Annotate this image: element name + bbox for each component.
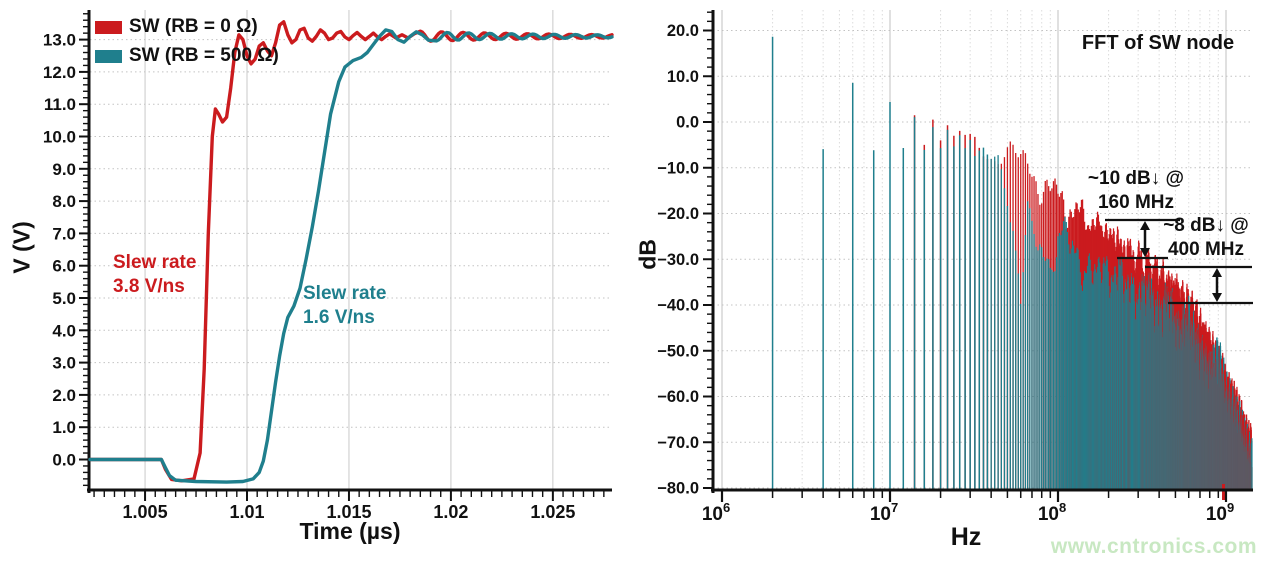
- y-tick-label: 1.0: [52, 418, 76, 437]
- y-tick-label: 0.0: [52, 451, 76, 470]
- hz-tick-label: 106: [702, 500, 730, 525]
- fft-annotation-160mhz: ~10 dB↓ @ 160 MHz: [1080, 167, 1192, 215]
- y-tick-label: 4.0: [52, 321, 76, 340]
- trace-rb500: [88, 28, 614, 484]
- slew-annotation-red: Slew rate 3.8 V/ns: [113, 251, 196, 299]
- y-tick-label: 7.0: [52, 224, 76, 243]
- y-axis-title-db: dB: [634, 239, 661, 270]
- fft-ann1-line1: ~10 dB↓ @: [1087, 168, 1185, 189]
- time-domain-chart: 0.0 1.0 2.0 3.0 4.0 5.0 6.0 7.0 8.0 9.0 10.0 11.0 12…: [43, 10, 614, 522]
- x-tick-label: 1.02: [433, 502, 468, 522]
- db-tick-label: −70.0: [657, 434, 699, 452]
- watermark: www.cntronics.com: [1050, 535, 1257, 558]
- fft-chart: 20.0 10.0 0.0 −10.0 −20.0 −30.0 −40.0 −50.0 −60.…: [657, 10, 1253, 525]
- y-tick-label: 12.0: [43, 63, 76, 82]
- x-axis-title-time: Time (µs): [299, 518, 401, 544]
- fft-ann2-line2: 400 MHz: [1167, 238, 1245, 260]
- y-tick-label: 9.0: [52, 160, 76, 179]
- slew-red-line1: Slew rate: [113, 252, 197, 273]
- fft-ann2-line1: ~8 dB↓ @: [1163, 215, 1249, 236]
- fft-title: FFT of SW node: [1081, 32, 1235, 54]
- left-tick-labels: 0.0 1.0 2.0 3.0 4.0 5.0 6.0 7.0 8.0 9.0 10.0 11.0 12…: [43, 31, 575, 522]
- fft-annotation-arrows: [1105, 218, 1253, 305]
- y-tick-label: 3.0: [52, 354, 76, 373]
- y-tick-label: 13.0: [43, 31, 76, 50]
- slew-red-line2: 3.8 V/ns: [113, 275, 185, 297]
- fft-annotation-400mhz: ~8 dB↓ @ 400 MHz: [1152, 214, 1260, 262]
- left-axes: [79, 10, 612, 501]
- x-tick-label: 1.005: [123, 502, 168, 522]
- y-tick-label: 2.0: [52, 386, 76, 405]
- db-tick-label: −10.0: [657, 159, 699, 177]
- x-tick-label: 1.01: [229, 502, 264, 522]
- db-tick-label: −30.0: [657, 251, 699, 269]
- y-axis-title-voltage: V (V): [8, 221, 35, 274]
- fft-axes: [703, 10, 1253, 502]
- hz-tick-label: 109: [1206, 500, 1234, 525]
- slew-annotation-teal: Slew rate 1.6 V/ns: [303, 282, 386, 330]
- y-tick-label: 10.0: [43, 128, 76, 147]
- hz-tick-label: 108: [1038, 500, 1066, 525]
- db-tick-label: −60.0: [657, 388, 699, 406]
- y-tick-label: 11.0: [44, 95, 76, 114]
- legend-label-rb500: SW (RB = 500 Ω): [129, 45, 279, 66]
- hz-tick-label: 107: [870, 500, 898, 525]
- db-tick-label: −50.0: [657, 342, 699, 360]
- db-tick-label: 20.0: [667, 22, 699, 40]
- db-tick-label: 0.0: [676, 114, 699, 132]
- slew-teal-line1: Slew rate: [303, 283, 387, 304]
- left-grid: [90, 10, 612, 490]
- legend-item-rb0: SW (RB = 0 Ω): [95, 16, 279, 38]
- slew-teal-line2: 1.6 V/ns: [303, 306, 375, 328]
- legend: SW (RB = 0 Ω) SW (RB = 500 Ω): [95, 16, 279, 74]
- legend-item-rb500: SW (RB = 500 Ω): [95, 45, 279, 67]
- x-axis-title-hz: Hz: [950, 523, 982, 551]
- y-tick-label: 8.0: [52, 192, 76, 211]
- db-tick-label: −80.0: [657, 480, 699, 498]
- legend-swatch-rb500-icon: [95, 49, 122, 63]
- x-tick-label: 1.015: [326, 502, 371, 522]
- legend-label-rb0: SW (RB = 0 Ω): [129, 16, 258, 37]
- x-tick-label: 1.025: [530, 502, 575, 522]
- y-tick-label: 6.0: [52, 257, 76, 276]
- db-tick-label: −40.0: [657, 297, 699, 315]
- db-tick-label: 10.0: [667, 68, 699, 86]
- fft-ann1-line2: 160 MHz: [1097, 191, 1175, 213]
- y-tick-label: 5.0: [52, 289, 76, 308]
- db-tick-label: −20.0: [657, 205, 699, 223]
- fft-harmonics: [771, 36, 1253, 500]
- legend-swatch-rb0-icon: [95, 20, 122, 34]
- fft-tick-labels: 20.0 10.0 0.0 −10.0 −20.0 −30.0 −40.0 −50.0 −60.…: [657, 22, 1234, 525]
